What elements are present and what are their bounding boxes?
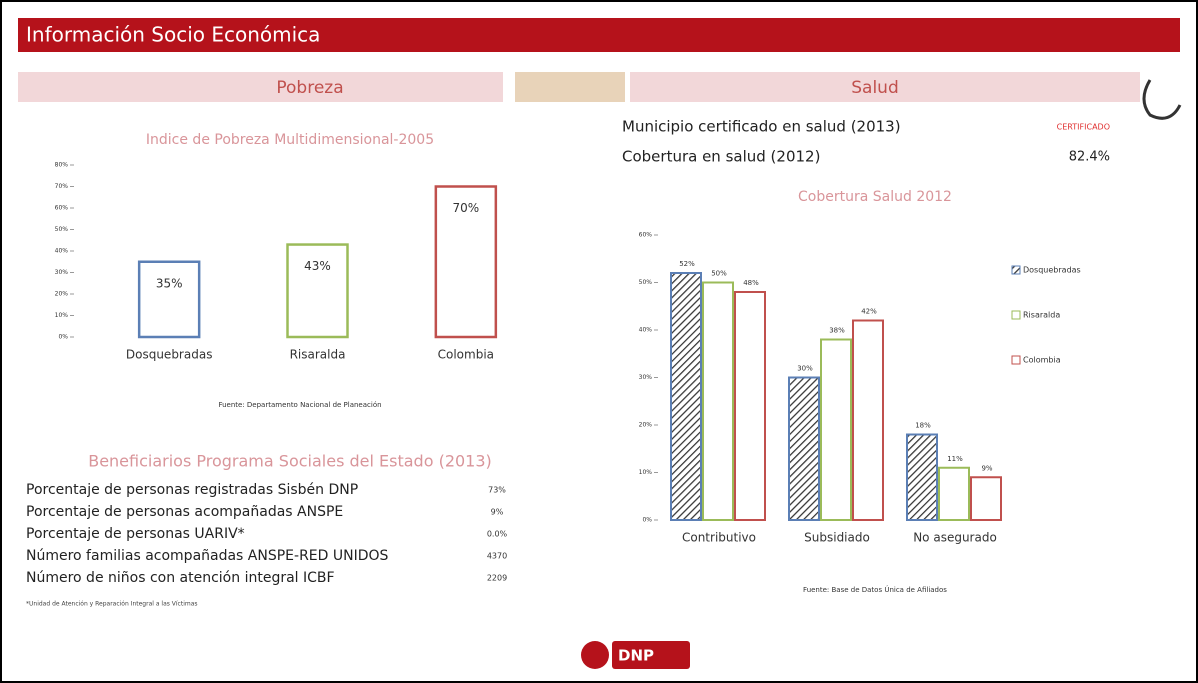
value-label: 48% — [743, 279, 759, 287]
bar — [703, 283, 733, 521]
y-tick-label: 20% — [639, 422, 653, 429]
legend-swatch — [1012, 266, 1020, 274]
value-label: 9% — [981, 464, 992, 472]
row-label: Número de niños con atención integral IC… — [26, 570, 335, 586]
y-tick-label: 20% — [55, 291, 69, 298]
info-label: Municipio certificado en salud (2013) — [622, 118, 901, 136]
value-label: 30% — [797, 365, 813, 373]
y-tick-label: 60% — [639, 232, 653, 239]
section-title: Pobreza — [276, 78, 343, 98]
y-tick-label: 70% — [55, 183, 69, 190]
x-tick-label: Subsidiado — [804, 531, 870, 545]
chart-title: Indice de Pobreza Multidimensional-2005 — [146, 132, 434, 148]
coins-image — [515, 72, 625, 102]
legend-label: Dosquebradas — [1023, 266, 1081, 275]
x-tick-label: Colombia — [438, 348, 494, 362]
dashboard: Información Socio Económica Pobreza Salu… — [0, 0, 1198, 683]
x-tick-label: No asegurado — [913, 531, 997, 545]
row-value: 9% — [491, 508, 504, 517]
legend-label: Risaralda — [1023, 311, 1060, 320]
row-label: Porcentaje de personas registradas Sisbé… — [26, 482, 358, 498]
bar — [789, 378, 819, 521]
x-tick-label: Dosquebradas — [126, 348, 213, 362]
y-tick-label: 50% — [55, 226, 69, 233]
value-label: 70% — [452, 201, 479, 215]
header-title: Información Socio Económica — [26, 23, 320, 47]
x-tick-label: Risaralda — [290, 348, 346, 362]
legend-label: Colombia — [1023, 356, 1061, 365]
y-tick-label: 50% — [639, 279, 653, 286]
chart-title: Cobertura Salud 2012 — [798, 189, 952, 205]
y-tick-label: 0% — [642, 517, 652, 524]
y-tick-label: 40% — [639, 327, 653, 334]
logo-text: DNP — [618, 647, 654, 665]
info-label: Cobertura en salud (2012) — [622, 148, 820, 166]
chart-source: Fuente: Base de Datos Única de Afiliados — [803, 585, 947, 594]
chart-source: Fuente: Departamento Nacional de Planeac… — [218, 401, 381, 409]
value-label: 38% — [829, 327, 845, 335]
bar — [139, 262, 199, 337]
y-tick-label: 10% — [55, 312, 69, 319]
y-tick-label: 80% — [55, 162, 69, 169]
footnote: *Unidad de Atención y Reparación Integra… — [26, 601, 198, 608]
row-value: 2209 — [487, 574, 507, 583]
row-value: 73% — [488, 486, 506, 495]
section-bar — [18, 72, 503, 102]
row-value: 0.0% — [487, 530, 508, 539]
legend-swatch — [1012, 356, 1020, 364]
info-value: CERTIFICADO — [1057, 123, 1110, 132]
x-tick-label: Contributivo — [682, 531, 756, 545]
y-tick-label: 30% — [55, 269, 69, 276]
value-label: 35% — [156, 276, 183, 290]
y-tick-label: 0% — [58, 334, 68, 341]
bar — [853, 321, 883, 521]
y-tick-label: 60% — [55, 205, 69, 212]
row-label: Porcentaje de personas UARIV* — [26, 526, 245, 542]
value-label: 50% — [711, 270, 727, 278]
y-tick-label: 30% — [639, 374, 653, 381]
row-label: Número familias acompañadas ANSPE-RED UN… — [26, 548, 389, 564]
logo-seal — [581, 641, 609, 669]
value-label: 42% — [861, 308, 877, 316]
bar — [735, 292, 765, 520]
value-label: 18% — [915, 422, 931, 430]
value-label: 11% — [947, 455, 963, 463]
bar — [907, 435, 937, 521]
row-label: Porcentaje de personas acompañadas ANSPE — [26, 504, 343, 520]
info-value: 82.4% — [1069, 150, 1110, 165]
y-tick-label: 40% — [55, 248, 69, 255]
bar — [821, 340, 851, 521]
page: Información Socio Económica Pobreza Salu… — [0, 0, 1198, 683]
bar — [671, 273, 701, 520]
y-tick-label: 10% — [639, 469, 653, 476]
bar — [971, 477, 1001, 520]
bar — [939, 468, 969, 520]
row-value: 4370 — [487, 552, 507, 561]
table-title: Beneficiarios Programa Sociales del Esta… — [88, 452, 492, 471]
value-label: 52% — [679, 260, 695, 268]
legend-swatch — [1012, 311, 1020, 319]
stethoscope-icon — [1144, 80, 1180, 118]
section-title: Salud — [851, 78, 899, 98]
value-label: 43% — [304, 259, 331, 273]
